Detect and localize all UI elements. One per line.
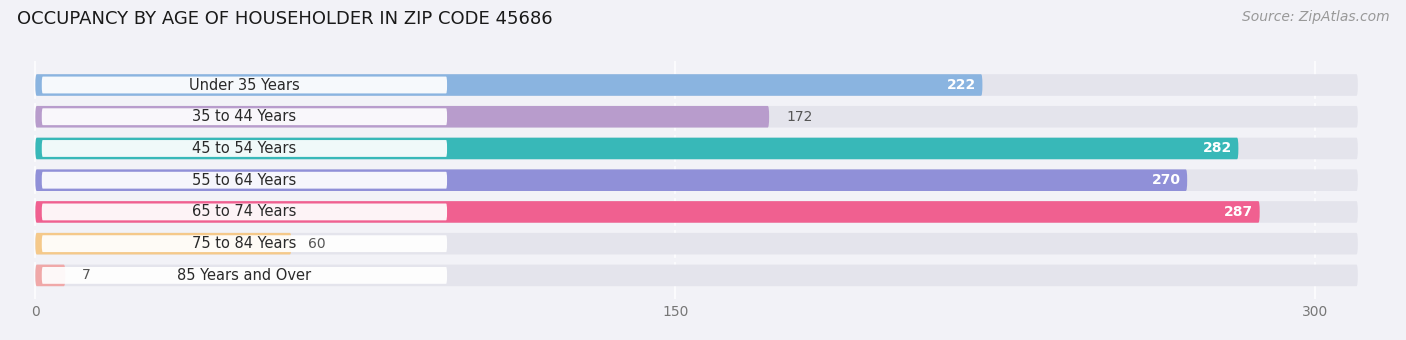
Text: 270: 270 (1152, 173, 1181, 187)
FancyBboxPatch shape (35, 169, 1358, 191)
FancyBboxPatch shape (35, 201, 1358, 223)
FancyBboxPatch shape (35, 169, 1187, 191)
Text: 45 to 54 Years: 45 to 54 Years (193, 141, 297, 156)
Text: 287: 287 (1225, 205, 1253, 219)
FancyBboxPatch shape (35, 138, 1239, 159)
FancyBboxPatch shape (35, 233, 1358, 254)
Text: 55 to 64 Years: 55 to 64 Years (193, 173, 297, 188)
Text: Source: ZipAtlas.com: Source: ZipAtlas.com (1241, 10, 1389, 24)
FancyBboxPatch shape (42, 267, 447, 284)
FancyBboxPatch shape (42, 76, 447, 94)
FancyBboxPatch shape (35, 265, 1358, 286)
FancyBboxPatch shape (42, 235, 447, 252)
FancyBboxPatch shape (42, 140, 447, 157)
FancyBboxPatch shape (35, 201, 1260, 223)
FancyBboxPatch shape (35, 233, 291, 254)
FancyBboxPatch shape (42, 172, 447, 189)
FancyBboxPatch shape (35, 265, 65, 286)
FancyBboxPatch shape (35, 74, 983, 96)
FancyBboxPatch shape (35, 74, 1358, 96)
FancyBboxPatch shape (35, 106, 769, 128)
Text: 75 to 84 Years: 75 to 84 Years (193, 236, 297, 251)
FancyBboxPatch shape (42, 108, 447, 125)
Text: Under 35 Years: Under 35 Years (188, 78, 299, 92)
Text: 65 to 74 Years: 65 to 74 Years (193, 204, 297, 219)
Text: 85 Years and Over: 85 Years and Over (177, 268, 312, 283)
Text: 35 to 44 Years: 35 to 44 Years (193, 109, 297, 124)
FancyBboxPatch shape (35, 138, 1358, 159)
FancyBboxPatch shape (42, 204, 447, 220)
Text: 222: 222 (946, 78, 976, 92)
Text: 7: 7 (83, 268, 91, 283)
Text: 172: 172 (786, 110, 813, 124)
Text: 282: 282 (1202, 141, 1232, 155)
Text: OCCUPANCY BY AGE OF HOUSEHOLDER IN ZIP CODE 45686: OCCUPANCY BY AGE OF HOUSEHOLDER IN ZIP C… (17, 10, 553, 28)
FancyBboxPatch shape (35, 106, 1358, 128)
Text: 60: 60 (308, 237, 326, 251)
